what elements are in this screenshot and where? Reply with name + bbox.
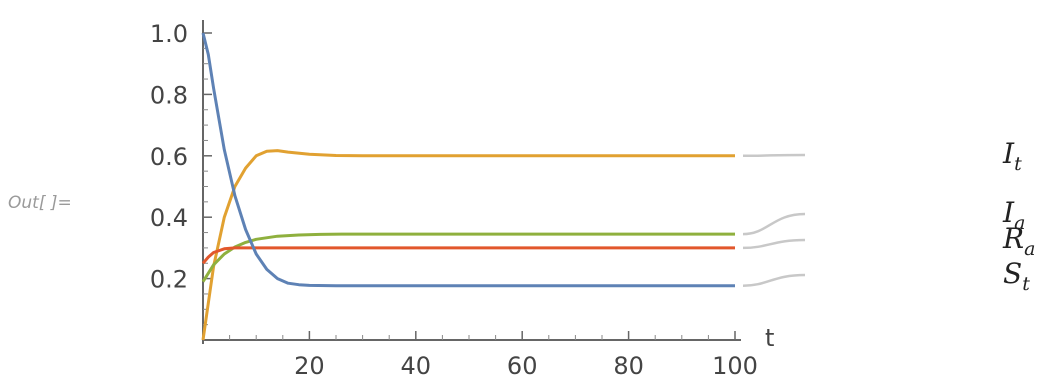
x-axis-label: t bbox=[765, 324, 774, 352]
legend-connector bbox=[742, 273, 806, 287]
legend-connector bbox=[742, 212, 806, 236]
out-cell-label: Out[ ]= bbox=[8, 193, 72, 213]
y-tick-label: 0.6 bbox=[150, 143, 188, 171]
y-tick-label: 0.8 bbox=[150, 81, 188, 109]
legend-label-I-t: It bbox=[1002, 137, 1022, 175]
x-tick-label: 40 bbox=[401, 352, 432, 380]
legend-label-S-t: St bbox=[1003, 257, 1030, 295]
series-layer bbox=[201, 32, 735, 341]
x-tick-label: 80 bbox=[613, 352, 644, 380]
legend-connectors bbox=[742, 153, 806, 287]
x-tick-label: 100 bbox=[712, 352, 758, 380]
legend-connector bbox=[742, 153, 806, 158]
legend-connector bbox=[742, 238, 806, 250]
y-tick-label: 0.4 bbox=[150, 204, 188, 232]
y-tick-label: 1.0 bbox=[150, 20, 188, 48]
series-line-R-a bbox=[201, 246, 735, 265]
y-tick-label: 0.2 bbox=[150, 266, 188, 294]
legend-label-R-a: Ra bbox=[1002, 222, 1035, 260]
x-tick-label: 20 bbox=[294, 352, 325, 380]
series-line-I-t bbox=[201, 149, 735, 341]
axes: 20 40 60 80 100 0.2 0.4 0.6 0.8 1.0 t bbox=[150, 20, 774, 380]
series-line-S-t bbox=[201, 32, 735, 288]
x-tick-label: 60 bbox=[507, 352, 538, 380]
series-line-I-a bbox=[201, 232, 735, 283]
